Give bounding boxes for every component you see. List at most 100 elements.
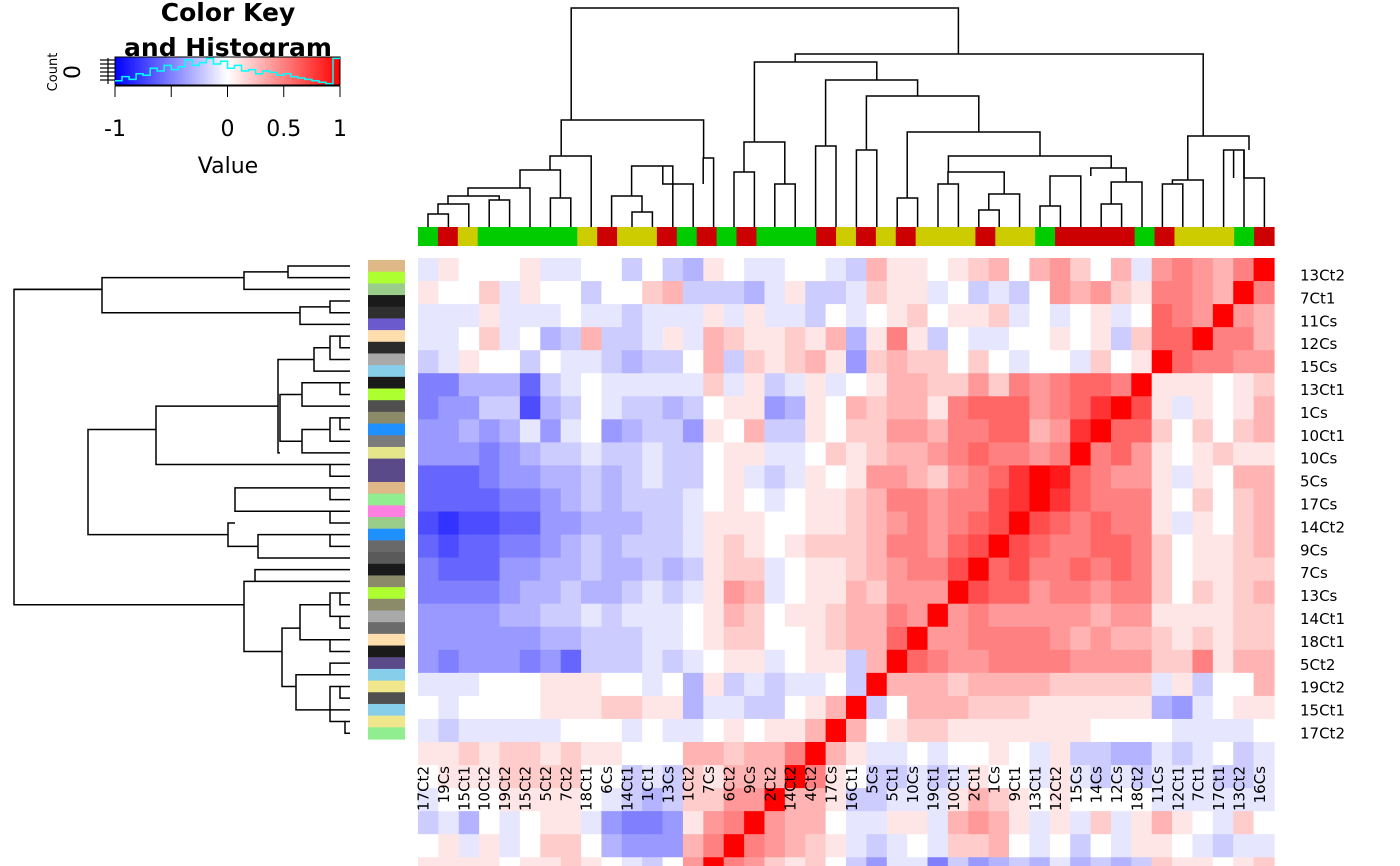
column-label: 15Cs <box>1067 766 1085 804</box>
heatmap-cell <box>825 258 847 282</box>
heatmap-cell <box>458 672 480 697</box>
heatmap-cell <box>1172 396 1194 420</box>
heatmap-cell <box>703 834 725 858</box>
heatmap-cell <box>581 788 603 812</box>
column-dendrogram-branch <box>488 199 511 227</box>
key-gradient-step <box>260 57 263 85</box>
column-side-color <box>418 227 439 246</box>
heatmap-cell <box>1110 396 1132 420</box>
row-dendrogram-branch <box>329 639 350 653</box>
column-side-color <box>1114 227 1136 246</box>
heatmap-cell <box>825 580 847 605</box>
heatmap-cell <box>866 788 888 812</box>
column-label: 15Ct2 <box>517 766 535 811</box>
heatmap-cell <box>1151 811 1173 835</box>
heatmap-cell <box>1029 327 1051 351</box>
heatmap-cell <box>560 327 582 351</box>
heatmap-cell <box>1070 672 1092 697</box>
heatmap-cell <box>825 649 847 674</box>
heatmap-cell <box>1029 350 1051 374</box>
row-label: 7Ct1 <box>1300 289 1335 307</box>
column-label: 13Ct1 <box>1027 766 1045 811</box>
heatmap-cell <box>1110 765 1132 789</box>
heatmap-cell <box>723 258 745 282</box>
heatmap-cell <box>1151 834 1173 858</box>
heatmap-cell <box>1049 534 1071 559</box>
column-label: 10Cs <box>904 766 922 804</box>
heatmap-cell <box>907 857 929 866</box>
heatmap-cell <box>744 857 766 866</box>
heatmap-cell <box>581 488 603 513</box>
heatmap-cell <box>1090 465 1112 490</box>
heatmap-cell <box>866 488 888 513</box>
heatmap-cell <box>1090 626 1112 651</box>
heatmap-cell <box>805 672 827 697</box>
key-gradient-step <box>130 57 133 85</box>
heatmap-cell <box>1151 258 1173 282</box>
heatmap-cell <box>703 557 725 582</box>
column-side-color <box>437 227 459 246</box>
column-side-color <box>935 227 957 246</box>
heatmap-cell <box>784 857 806 866</box>
heatmap-cell <box>805 258 827 282</box>
heatmap-cell <box>703 672 725 697</box>
heatmap-cell <box>1049 788 1071 812</box>
key-gradient-step <box>152 57 156 85</box>
heatmap-cell <box>703 419 725 443</box>
column-dendrogram-branch <box>1049 175 1082 227</box>
heatmap-cell <box>947 580 969 605</box>
heatmap-cell <box>479 765 501 789</box>
key-gradient-step <box>272 57 276 85</box>
key-gradient-step <box>282 57 286 85</box>
column-label: 6Cs <box>598 766 616 794</box>
row-side-color <box>368 341 405 355</box>
heatmap-cell <box>1192 281 1214 305</box>
heatmap-cell <box>988 534 1010 559</box>
heatmap-cell <box>458 373 480 397</box>
heatmap-cell <box>458 488 480 513</box>
heatmap-cell <box>581 649 603 674</box>
heatmap-cell <box>805 304 827 328</box>
key-gradient-step <box>172 57 176 85</box>
heatmap-cell <box>560 742 582 766</box>
heatmap-cell <box>601 488 623 513</box>
heatmap-cell <box>825 765 847 789</box>
key-gradient-step <box>232 57 236 85</box>
row-side-color <box>368 470 405 483</box>
heatmap-cell <box>866 396 888 420</box>
heatmap-cell <box>560 396 582 420</box>
heatmap-cell <box>784 350 806 374</box>
heatmap-cell <box>621 511 643 536</box>
key-gradient-step <box>120 57 123 85</box>
key-gradient-step <box>117 57 121 85</box>
key-gradient-step <box>195 57 198 85</box>
heatmap-cell <box>499 258 521 282</box>
heatmap-cell <box>846 649 867 674</box>
heatmap-cell <box>927 811 949 835</box>
heatmap-cell <box>1070 603 1092 628</box>
heatmap-cell <box>581 258 603 282</box>
heatmap-cell <box>1172 534 1194 559</box>
heatmap-cell <box>805 765 827 789</box>
key-gradient-step <box>290 57 293 85</box>
heatmap-cell <box>1172 672 1194 697</box>
heatmap-cell <box>947 834 969 858</box>
heatmap-cell <box>1233 718 1255 743</box>
heatmap-cell <box>642 603 664 628</box>
heatmap-cell <box>621 396 643 420</box>
heatmap-cell <box>947 258 969 282</box>
column-side-color <box>1094 227 1116 246</box>
heatmap-cell <box>601 649 623 674</box>
heatmap-cell <box>1070 304 1092 328</box>
row-side-color <box>368 703 405 717</box>
key-gradient-step <box>310 57 313 85</box>
heatmap-cell <box>825 672 847 697</box>
heatmap-cell <box>621 788 643 812</box>
column-label: 10Ct2 <box>476 766 494 811</box>
heatmap-cell <box>1009 788 1031 812</box>
heatmap-cell <box>519 788 541 812</box>
heatmap-cell <box>886 857 908 866</box>
heatmap-cell <box>1131 396 1153 420</box>
row-side-color <box>368 271 405 284</box>
heatmap-cell <box>784 534 806 559</box>
